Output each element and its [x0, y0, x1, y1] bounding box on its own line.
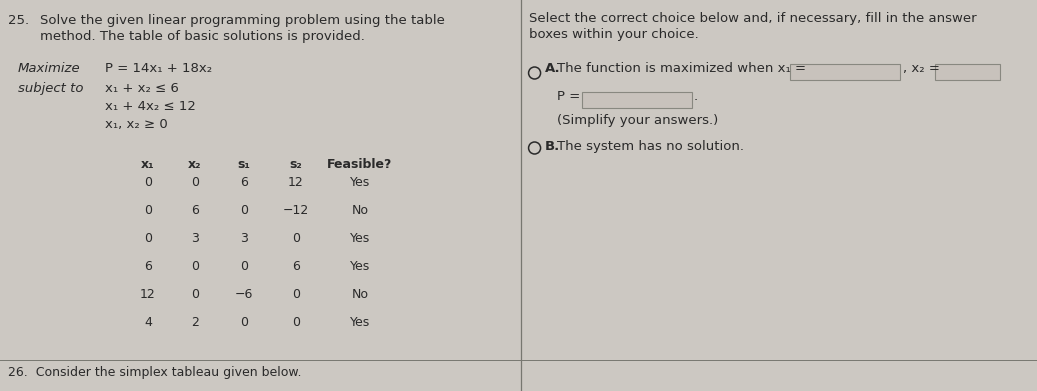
Text: The system has no solution.: The system has no solution.	[557, 140, 744, 153]
Text: 0: 0	[191, 260, 199, 273]
Text: x₂: x₂	[189, 158, 202, 171]
Text: 6: 6	[191, 204, 199, 217]
Text: 6: 6	[240, 176, 248, 189]
Text: 0: 0	[292, 316, 300, 329]
Text: 4: 4	[144, 316, 152, 329]
Text: s₁: s₁	[237, 158, 251, 171]
Text: Yes: Yes	[349, 232, 370, 245]
Text: 0: 0	[144, 204, 152, 217]
Text: 0: 0	[240, 316, 248, 329]
Text: 6: 6	[292, 260, 300, 273]
Text: 25.: 25.	[8, 14, 29, 27]
Text: A.: A.	[544, 62, 560, 75]
Text: 0: 0	[191, 288, 199, 301]
Text: Yes: Yes	[349, 316, 370, 329]
Text: 0: 0	[144, 232, 152, 245]
FancyBboxPatch shape	[934, 64, 1000, 80]
FancyBboxPatch shape	[789, 64, 899, 80]
Text: 2: 2	[191, 316, 199, 329]
Text: , x₂ =: , x₂ =	[902, 62, 940, 75]
Text: .: .	[694, 90, 698, 103]
Text: x₁ + 4x₂ ≤ 12: x₁ + 4x₂ ≤ 12	[105, 100, 196, 113]
Text: x₁, x₂ ≥ 0: x₁, x₂ ≥ 0	[105, 118, 168, 131]
Text: 12: 12	[140, 288, 156, 301]
Text: −12: −12	[283, 204, 309, 217]
Text: x₁ + x₂ ≤ 6: x₁ + x₂ ≤ 6	[105, 82, 178, 95]
Text: 0: 0	[144, 176, 152, 189]
Text: Yes: Yes	[349, 176, 370, 189]
Text: 0: 0	[292, 232, 300, 245]
Text: The function is maximized when x₁ =: The function is maximized when x₁ =	[557, 62, 806, 75]
Text: method. The table of basic solutions is provided.: method. The table of basic solutions is …	[40, 30, 365, 43]
Text: Solve the given linear programming problem using the table: Solve the given linear programming probl…	[40, 14, 445, 27]
Text: 3: 3	[191, 232, 199, 245]
Text: 0: 0	[292, 288, 300, 301]
Text: 26.  Consider the simplex tableau given below.: 26. Consider the simplex tableau given b…	[8, 366, 302, 379]
Text: 0: 0	[240, 260, 248, 273]
Text: Feasible?: Feasible?	[328, 158, 393, 171]
Text: No: No	[352, 204, 368, 217]
Text: 3: 3	[240, 232, 248, 245]
Text: 6: 6	[144, 260, 152, 273]
Text: s₂: s₂	[289, 158, 303, 171]
FancyBboxPatch shape	[582, 92, 692, 108]
Text: x₁: x₁	[141, 158, 155, 171]
Text: Yes: Yes	[349, 260, 370, 273]
Text: (Simplify your answers.): (Simplify your answers.)	[557, 114, 718, 127]
Text: P =: P =	[557, 90, 580, 103]
Text: P = 14x₁ + 18x₂: P = 14x₁ + 18x₂	[105, 62, 213, 75]
Text: No: No	[352, 288, 368, 301]
Text: 0: 0	[191, 176, 199, 189]
Text: boxes within your choice.: boxes within your choice.	[529, 28, 698, 41]
Text: −6: −6	[234, 288, 253, 301]
Text: B.: B.	[544, 140, 560, 153]
Text: Select the correct choice below and, if necessary, fill in the answer: Select the correct choice below and, if …	[529, 12, 976, 25]
Text: Maximize: Maximize	[18, 62, 81, 75]
Text: subject to: subject to	[18, 82, 84, 95]
Text: 0: 0	[240, 204, 248, 217]
Text: 12: 12	[288, 176, 304, 189]
